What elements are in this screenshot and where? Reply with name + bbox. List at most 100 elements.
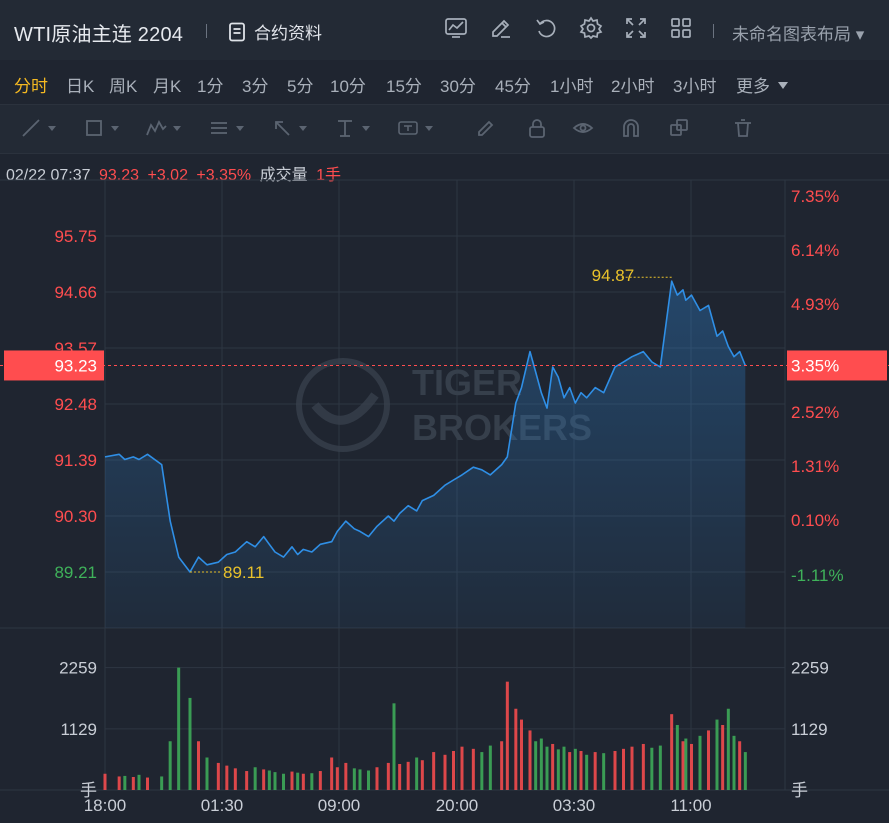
volume-bar <box>743 752 747 790</box>
period-tab[interactable]: 周K <box>109 77 138 96</box>
volume-bar <box>432 752 436 790</box>
chevron-down-icon <box>236 126 244 131</box>
pct-tick-label: 4.93% <box>791 295 839 314</box>
volume-bar <box>273 772 277 790</box>
edit-icon[interactable] <box>489 16 513 40</box>
period-tab[interactable]: 1分 <box>197 77 224 96</box>
time-tick-label: 20:00 <box>436 796 479 815</box>
pct-tick-label: 7.35% <box>791 187 839 206</box>
period-tab[interactable]: 分时 <box>14 77 48 96</box>
volume-bar <box>460 746 464 790</box>
volume-tick-label-right: 2259 <box>791 659 829 678</box>
brush-button[interactable] <box>475 117 511 141</box>
price-tick-label: 95.75 <box>54 227 97 246</box>
time-tick-label: 18:00 <box>84 796 127 815</box>
eye-button[interactable] <box>572 117 608 141</box>
volume-bar <box>641 743 645 790</box>
last-pct-badge-text: 3.35% <box>791 356 839 375</box>
volume-bar <box>658 745 662 790</box>
tiger-logo-stripe <box>311 392 379 425</box>
pattern-tool-button[interactable] <box>145 117 181 141</box>
volume-bar <box>539 738 543 790</box>
volume-bar <box>698 735 702 790</box>
volume-bar <box>505 681 509 790</box>
period-tab[interactable]: 3小时 <box>673 77 717 96</box>
text-tool-button[interactable] <box>397 117 433 141</box>
price-tick-label: 90.30 <box>54 507 97 526</box>
period-tab[interactable]: 2小时 <box>611 77 655 96</box>
period-tab[interactable]: 月K <box>153 77 182 96</box>
fib-tool-icon <box>211 122 227 134</box>
volume-tick-label-right: 1129 <box>791 720 828 739</box>
period-tab[interactable]: 30分 <box>440 77 476 96</box>
grid-layout-icon[interactable] <box>669 16 693 40</box>
pct-tick-label: 2.52% <box>791 403 839 422</box>
period-tab[interactable]: 15分 <box>386 77 422 96</box>
period-tab[interactable]: 1小时 <box>550 77 594 96</box>
volume-bar <box>684 738 688 790</box>
copy-button[interactable] <box>668 117 704 141</box>
last-pct-badge-right <box>787 350 887 381</box>
rectangle-tool-button[interactable] <box>83 117 119 141</box>
volume-bar <box>335 767 339 790</box>
line-tool-button[interactable] <box>20 117 56 141</box>
price-tick-label: 91.39 <box>54 451 97 470</box>
magnet-button[interactable] <box>620 117 656 141</box>
period-tab[interactable]: 5分 <box>287 77 314 96</box>
volume-bar <box>593 752 597 790</box>
last-price-badge-text: 93.23 <box>54 356 97 375</box>
volume-bar <box>398 764 402 790</box>
volume-bar <box>622 748 625 790</box>
volume-bar <box>681 741 685 790</box>
fullscreen-icon[interactable] <box>624 16 648 40</box>
period-tab[interactable]: 更多 <box>736 72 788 97</box>
arrow-tool-button[interactable] <box>271 117 307 141</box>
chevron-down-icon <box>362 126 370 131</box>
volume-bar <box>375 767 379 790</box>
chart-template-icon[interactable] <box>444 16 468 40</box>
period-tab[interactable]: 45分 <box>495 77 531 96</box>
volume-unit-label-right: 手 <box>791 781 808 800</box>
pct-tick-label: 6.14% <box>791 241 839 260</box>
fib-tool-button[interactable] <box>208 117 244 141</box>
volume-bar <box>344 762 348 790</box>
period-tab[interactable]: 10分 <box>330 77 366 96</box>
price-tick-label: 89.21 <box>54 563 97 582</box>
volume-bar <box>500 741 504 790</box>
volume-bar <box>188 697 192 790</box>
volume-bar <box>707 730 710 790</box>
volume-bar <box>253 767 257 790</box>
volume-bar <box>690 743 693 790</box>
volume-bar <box>443 754 447 790</box>
measure-tool-button[interactable] <box>334 117 370 141</box>
lock-button[interactable] <box>526 117 562 141</box>
price-tick-label: 94.66 <box>54 283 97 302</box>
volume-bar <box>225 765 229 790</box>
volume-bar <box>471 748 475 790</box>
undo-icon[interactable] <box>534 16 558 40</box>
volume-bar <box>233 768 237 790</box>
volume-bar <box>420 760 424 790</box>
settings-icon[interactable] <box>579 16 603 40</box>
contract-info-label: 合约资料 <box>254 24 322 43</box>
volume-bar <box>103 773 107 790</box>
trash-button[interactable] <box>732 117 768 141</box>
magnet-icon <box>623 119 639 137</box>
layout-selector[interactable]: 未命名图表布局 ▾ <box>732 25 865 44</box>
period-tab[interactable]: 3分 <box>242 77 269 96</box>
price-line <box>104 280 747 573</box>
period-tab[interactable]: 日K <box>66 77 95 96</box>
volume-bar <box>579 751 583 790</box>
symbol-title[interactable]: WTI原油主连 2204 <box>14 24 184 46</box>
volume-bar <box>520 719 523 790</box>
volume-bar <box>358 769 362 790</box>
volume-bar <box>726 708 730 790</box>
price-area <box>105 281 746 628</box>
volume-bar <box>310 773 314 790</box>
volume-bar <box>534 741 538 790</box>
volume-bar <box>146 777 149 790</box>
volume-bar <box>556 749 560 790</box>
volume-bar <box>197 741 200 790</box>
contract-info-button[interactable]: 合约资料 <box>228 19 322 44</box>
